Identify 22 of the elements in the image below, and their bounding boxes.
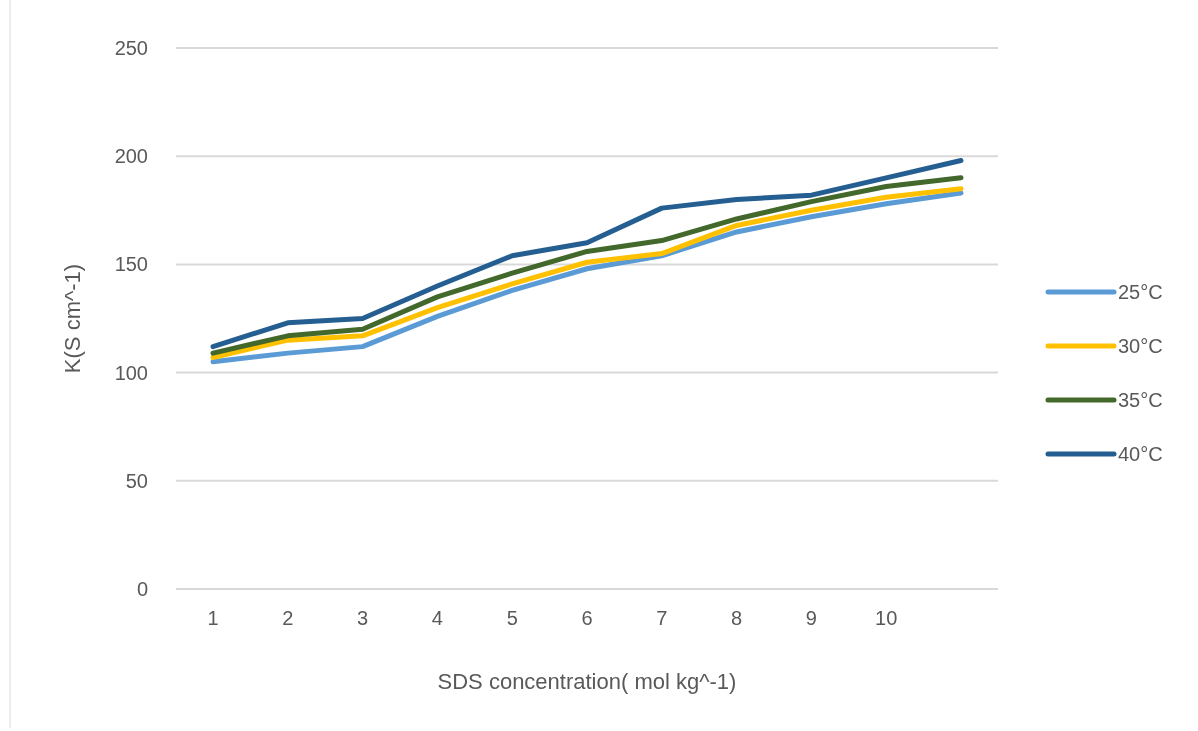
x-axis-title: SDS concentration( mol kg^-1) <box>437 669 737 694</box>
x-tick-label: 1 <box>207 607 219 629</box>
x-tick-label: 4 <box>431 607 443 629</box>
x-tick-label: 7 <box>656 607 668 629</box>
x-tick-label: 3 <box>357 607 369 629</box>
x-tick-label: 9 <box>805 607 817 629</box>
legend-label: 35°C <box>1118 389 1163 411</box>
x-tick-label: 2 <box>282 607 294 629</box>
y-tick-label: 100 <box>114 361 148 384</box>
y-tick-label: 250 <box>114 37 148 59</box>
legend-label: 25°C <box>1118 281 1163 303</box>
y-tick-label: 0 <box>136 578 148 600</box>
y-tick-label: 200 <box>114 145 148 168</box>
x-tick-label: 5 <box>506 607 518 629</box>
legend-label: 40°C <box>1118 443 1163 465</box>
x-tick-label: 6 <box>581 607 593 629</box>
y-axis-title: K(S cm^-1) <box>60 263 85 374</box>
x-tick-label: 8 <box>731 607 743 629</box>
legend-label: 30°C <box>1118 335 1163 357</box>
y-tick-label: 150 <box>114 253 148 276</box>
y-tick-label: 50 <box>125 469 148 492</box>
x-tick-label: 10 <box>875 607 898 629</box>
